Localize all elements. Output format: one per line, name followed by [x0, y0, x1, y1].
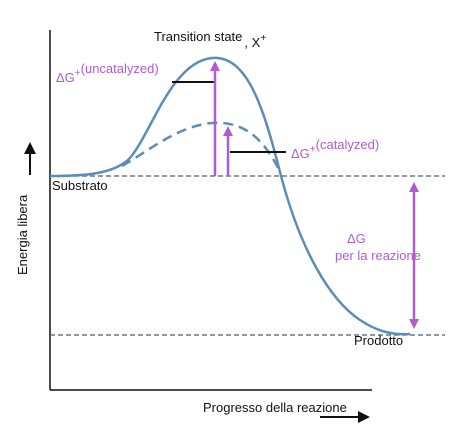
- substrate-label: Substrato: [52, 178, 108, 193]
- reaction-dg-label: ΔG: [347, 231, 366, 246]
- uncatalyzed-curve: [49, 56, 411, 336]
- catalyzed-curve: [121, 121, 282, 173]
- uncatalyzed-dg-label: ΔG+(uncatalyzed): [56, 61, 159, 85]
- x-axis-arrow-icon: [320, 411, 370, 423]
- y-axis-title: Energia libera: [15, 194, 30, 275]
- y-axis-arrow-icon: [24, 142, 36, 175]
- reaction-dg-subtitle: per la reazione: [335, 248, 421, 263]
- x-axis-title: Progresso della reazione: [203, 400, 347, 415]
- catalyzed-dg-label: ΔG+(catalyzed): [291, 137, 379, 161]
- transition-state-label: Transition state, X+: [154, 29, 266, 50]
- product-label: Prodotto: [354, 333, 403, 348]
